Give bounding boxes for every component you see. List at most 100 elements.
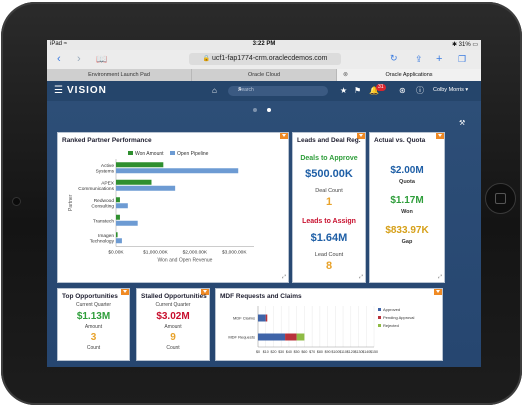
count-label: Count [86, 345, 101, 351]
battery-icon: ▭ [472, 42, 478, 48]
x-tick-label: $60 [301, 350, 307, 354]
bar-won [116, 197, 120, 203]
amount-label: Amount [164, 324, 182, 330]
legend-label: Rejected [383, 323, 399, 328]
menu-icon[interactable]: ☰ [54, 85, 63, 96]
address-bar[interactable]: 🔒 ucf1-fap1774-crm.oraclecdemos.com [189, 53, 341, 65]
x-axis-label: Won and Open Revenue [158, 258, 213, 264]
accessibility-icon[interactable]: ⊛ [399, 86, 406, 95]
expand-icon[interactable]: ⤢ [358, 274, 363, 280]
search-input[interactable]: Search ⌕ [228, 86, 328, 96]
y-axis-label: Partner [68, 194, 74, 211]
card-menu-icon[interactable] [436, 133, 444, 139]
expand-icon[interactable]: ⤢ [437, 274, 442, 280]
chevron-down-icon: ▾ [465, 87, 469, 93]
flag-icon[interactable]: ⚑ [354, 86, 362, 95]
home-button[interactable] [485, 183, 516, 214]
partner-label: Systems [96, 168, 115, 174]
partner-label: APEX [101, 180, 115, 186]
battery-indicator: ✱ 31% ▭ [451, 42, 478, 48]
partner-label: Technology [90, 238, 115, 244]
user-menu[interactable]: Colby Morris ▾ [433, 87, 468, 93]
x-tick-label: $2,000.00K [183, 250, 208, 256]
stalled-count[interactable]: 9 [170, 332, 176, 343]
search-icon[interactable]: ⌕ [238, 86, 242, 93]
top-opportunities-card: Top Opportunities Current Quarter $1.13M… [57, 288, 130, 361]
tabs-icon[interactable]: ❐ [458, 54, 467, 64]
x-tick-label: $0.00K [108, 250, 124, 256]
legend-label-pipeline: Open Pipeline [177, 151, 209, 157]
legend-label: Approved [383, 307, 400, 312]
status-bar: iPad ≈ 3:22 PM ✱ 31% ▭ [47, 40, 481, 50]
bookmarks-icon[interactable]: 📖 [96, 54, 108, 64]
card-menu-icon[interactable] [434, 289, 442, 295]
top-opps-count[interactable]: 3 [90, 332, 97, 343]
bar-won [116, 179, 152, 185]
user-name: Colby Morris [433, 87, 464, 93]
gap-label: Gap [401, 239, 413, 245]
mdf-bar-approved [258, 333, 286, 341]
vision-logo: VISION [67, 85, 107, 96]
bar-won [116, 162, 164, 168]
forward-icon[interactable]: › [77, 53, 81, 65]
new-tab-icon[interactable]: + [436, 53, 443, 65]
expand-icon[interactable]: ⤢ [281, 274, 286, 280]
card-menu-icon[interactable] [121, 289, 129, 295]
favorites-icon[interactable]: ★ [340, 86, 348, 95]
x-tick-label: $40 [286, 350, 292, 354]
bluetooth-icon: ✱ [451, 42, 457, 48]
x-tick-label: $100 [331, 350, 339, 354]
x-tick-label: $120 [347, 350, 355, 354]
tab-oracle-applications[interactable]: ⊗ Oracle Applications [337, 69, 481, 81]
close-tab-icon[interactable]: ⊗ [343, 72, 349, 78]
stalled-amount[interactable]: $3.02M [156, 311, 190, 322]
ranked-partner-card: Ranked Partner Performance Won Amount Ope… [57, 132, 289, 283]
period-label: Current Quarter [75, 302, 111, 308]
card-title: Leads and Deal Reg. [297, 137, 361, 144]
deal-count[interactable]: 1 [325, 196, 333, 208]
quota-value[interactable]: $2.00M [390, 165, 424, 176]
card-title: Ranked Partner Performance [62, 137, 152, 144]
page-indicator-dot-active[interactable] [267, 108, 271, 112]
page-indicator-dot[interactable] [253, 108, 257, 112]
back-icon[interactable]: ‹ [57, 53, 61, 65]
notifications-icon[interactable]: 🔔 [369, 86, 379, 95]
mdf-bar-approved [258, 314, 266, 322]
card-menu-icon[interactable] [280, 133, 288, 139]
reload-icon[interactable]: ↻ [390, 53, 398, 63]
won-value[interactable]: $1.17M [390, 195, 424, 206]
bar-pipeline [116, 238, 122, 244]
bar-pipeline [116, 168, 239, 174]
notification-badge: 31 [376, 84, 386, 91]
top-opps-amount[interactable]: $1.13M [76, 311, 111, 322]
gap-value[interactable]: $833.97K [385, 225, 429, 236]
browser-toolbar: ‹ › 📖 🔒 ucf1-fap1774-crm.oraclecdemos.com… [47, 50, 481, 69]
tab-environment-launch-pad[interactable]: Environment Launch Pad [47, 69, 192, 81]
x-tick-label: $50 [294, 350, 300, 354]
tab-label: Oracle Cloud [247, 72, 281, 78]
deal-count-label: Deal Count [315, 188, 343, 194]
deals-amount[interactable]: $500.00K [305, 168, 353, 180]
leads-title: Leads to Assign [302, 218, 356, 225]
x-tick-label: $70 [309, 350, 315, 354]
x-tick-label: $0 [256, 350, 260, 354]
partner-label: Redwood [94, 198, 115, 204]
x-tick-label: $20 [270, 350, 276, 354]
card-menu-icon[interactable] [357, 133, 365, 139]
customize-icon[interactable]: ⚒ [459, 120, 466, 127]
legend-swatch-pipeline [170, 151, 175, 155]
legend-label: Pending Approval [383, 315, 414, 320]
x-tick-label: $140 [362, 350, 370, 354]
count-label: Count [166, 345, 180, 351]
x-tick-label: $80 [317, 350, 323, 354]
home-icon[interactable]: ⌂ [212, 86, 217, 95]
mdf-row-label: MDF Claims [233, 316, 255, 321]
bar-won [116, 232, 118, 238]
leads-amount[interactable]: $1.64M [310, 232, 348, 244]
tab-oracle-cloud[interactable]: Oracle Cloud [192, 69, 337, 81]
lead-count[interactable]: 8 [325, 260, 333, 272]
card-menu-icon[interactable] [201, 289, 209, 295]
lead-count-label: Lead Count [314, 252, 344, 258]
share-icon[interactable]: ⇪ [415, 54, 423, 64]
help-icon[interactable]: ⓘ [416, 86, 424, 95]
